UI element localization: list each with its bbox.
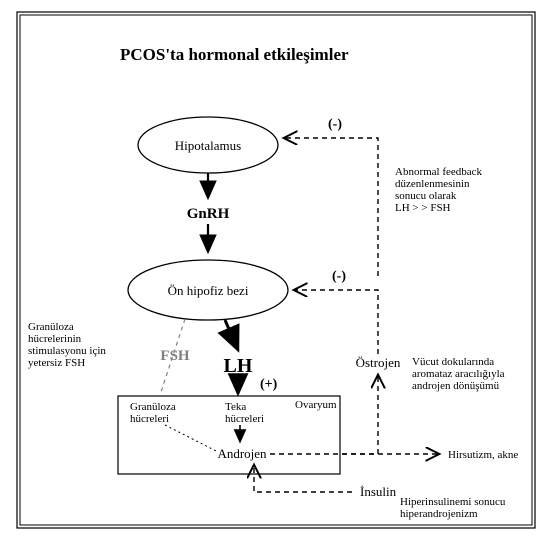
label-androgen: Androjen — [217, 446, 267, 461]
sign-plus: (+) — [260, 377, 278, 392]
label-granulosa: Granülozahücreleri — [130, 401, 176, 425]
sign-minus-hyp: (-) — [328, 117, 342, 132]
note-aromatase: Vücut dokularındaaromataz aracılığıylaan… — [412, 356, 505, 392]
label-lh: LH — [224, 355, 253, 377]
label-fsh: FSH — [160, 348, 190, 364]
arrow-pit-lh — [225, 320, 238, 350]
arrow-insulin-androgen — [254, 466, 352, 492]
label-estrogen: Östrojen — [356, 355, 401, 370]
note-hirsutism: Hirsutizm, akne — [448, 449, 518, 461]
label-theca: Tekahücreleri — [225, 401, 264, 425]
arrow-androgen-estrogen — [270, 376, 378, 454]
label-hypothalamus: Hipotalamus — [175, 138, 241, 153]
note-feedback: Abnormal feedbackdüzenlenmesininsonucu o… — [395, 166, 483, 214]
label-ovary: Ovaryum — [295, 399, 337, 411]
sign-minus-pit: (-) — [332, 269, 346, 284]
label-gnrh: GnRH — [187, 206, 230, 222]
note-granulosa: Granülozahücrelerininstimulasyonu içinye… — [28, 321, 106, 369]
diagram-title: PCOS'ta hormonal etkileşimler — [120, 45, 349, 64]
line-granulosa-androgen — [165, 425, 218, 452]
label-pituitary: Ön hipofiz bezi — [168, 283, 249, 298]
arrow-feedback-pit — [295, 290, 378, 354]
note-insulin: Hiperinsulinemi sonucuhiperandrojenizm — [400, 496, 506, 520]
label-insulin: İnsulin — [360, 484, 397, 499]
arrow-feedback-hyp — [285, 138, 378, 276]
